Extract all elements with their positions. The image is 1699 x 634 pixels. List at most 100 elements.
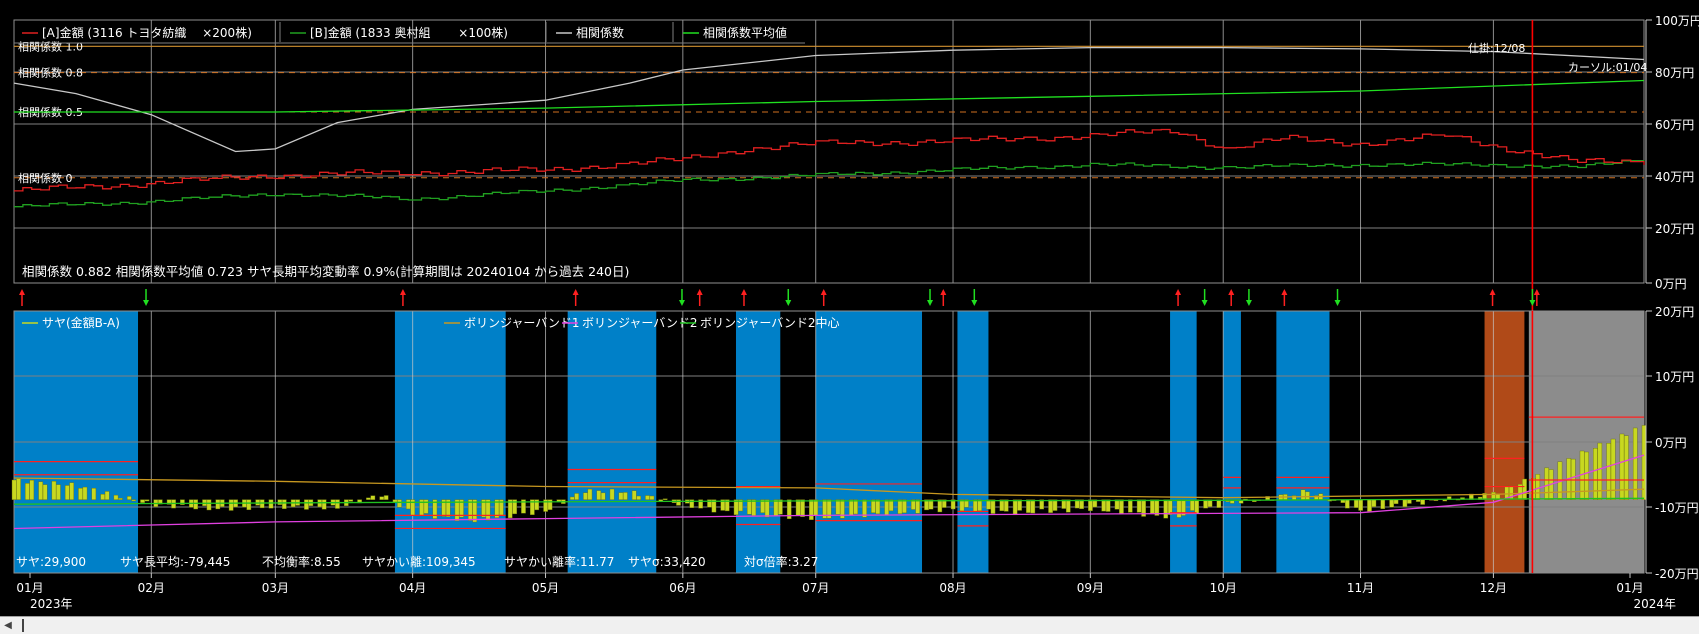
sell-signal-arrow-head <box>1281 289 1288 295</box>
spread-bar <box>534 499 540 511</box>
buy-signal-arrow-head <box>927 300 934 306</box>
bottom-legend-label: ボリンジャーバンド2 <box>582 316 698 330</box>
spread-bar <box>596 490 602 500</box>
series-b-line <box>14 160 1645 208</box>
spread-bar <box>636 495 641 500</box>
spread-bar <box>126 496 132 500</box>
spread-bar <box>494 499 500 518</box>
spread-bar <box>468 499 473 521</box>
scroll-left-arrow-icon[interactable]: ◀ <box>4 620 12 631</box>
spread-bar <box>1065 499 1071 513</box>
spread-bar <box>1584 451 1589 500</box>
spread-bar <box>941 499 947 508</box>
spread-bar <box>1119 499 1124 515</box>
x-tick-label: 08月 <box>939 581 966 595</box>
spread-bar <box>764 499 770 518</box>
spread-bar <box>902 499 907 514</box>
x-tick-label: 04月 <box>399 581 426 595</box>
spread-bar <box>206 499 212 511</box>
x-axis: 01月 02月 03月 04月 05月 06月 07月 08月 09月 10月 11月 12月 01月 2… <box>16 573 1676 611</box>
scroll-thumb[interactable] <box>22 619 24 632</box>
spread-bar <box>64 485 70 500</box>
spread-bar <box>140 499 145 503</box>
buy-signal-arrow-head <box>1201 300 1208 306</box>
spread-bar <box>1203 499 1208 509</box>
spread-bar <box>11 479 17 500</box>
spread-stat: サヤかい離:109,345 <box>362 555 476 569</box>
spread-bar <box>507 499 513 519</box>
x-tick-label: 06月 <box>669 581 696 595</box>
spread-bar <box>950 499 956 510</box>
spread-bar <box>131 499 136 502</box>
spread-bar <box>822 499 827 519</box>
spread-bar <box>432 499 438 519</box>
spread-bar <box>118 497 123 500</box>
spread-stat: 対σ倍率:3.27 <box>744 554 818 569</box>
spread-bar <box>304 499 309 510</box>
spread-bar <box>268 499 274 509</box>
spread-bar <box>1079 499 1084 510</box>
spread-bar <box>733 499 739 515</box>
spread-bar <box>1367 499 1372 512</box>
top-y-tick-label: 80万円 <box>1655 66 1694 80</box>
spread-bar <box>1017 499 1022 511</box>
spread-bar <box>1300 489 1306 500</box>
spread-bar <box>69 482 74 500</box>
spread-bar <box>1517 484 1523 500</box>
spread-bar <box>1061 499 1067 509</box>
spread-bar <box>1114 499 1120 510</box>
spread-bar <box>56 484 61 500</box>
bottom-y-tick-label: 0万円 <box>1655 436 1687 450</box>
sell-signal-arrow-head <box>1489 289 1496 295</box>
spread-bar <box>800 499 805 517</box>
spread-bar <box>485 499 491 521</box>
spread-bar <box>441 499 447 517</box>
spread-bar <box>277 499 283 505</box>
spread-bar <box>1154 499 1160 516</box>
spread-bar <box>1407 499 1412 504</box>
spread-bar <box>1176 499 1182 518</box>
top-y-tick-label: 60万円 <box>1655 118 1694 132</box>
spread-bar <box>1389 499 1394 508</box>
buy-signal-arrow-head <box>678 300 685 306</box>
top-y-tick-label: 40万円 <box>1655 170 1694 184</box>
spread-bar <box>778 499 783 515</box>
spread-bar <box>78 488 83 500</box>
correlation-average-line <box>14 79 1645 113</box>
spread-bar <box>623 492 628 500</box>
x-tick-label: 05月 <box>532 581 559 595</box>
spread-bar <box>29 479 35 500</box>
spread-bar <box>915 499 920 514</box>
bottom-spread-panel: サヤ(金額B-A) ボリンジャーバンド1 ボリンジャーバンド2 ボリンジャーバンド2中… <box>11 289 1699 581</box>
spread-bar <box>445 499 451 517</box>
spread-bar <box>1610 438 1616 500</box>
spread-bar <box>348 499 354 502</box>
spread-bar <box>972 499 978 512</box>
spread-bar <box>42 484 48 500</box>
bottom-y-tick-label: -10万円 <box>1655 501 1699 515</box>
spread-bar <box>16 478 21 500</box>
spread-bar <box>1380 499 1386 510</box>
spread-bar <box>104 491 110 500</box>
x-tick-label: 09月 <box>1077 581 1104 595</box>
spread-bar <box>82 486 88 500</box>
spread-stat: 不均衡率:8.55 <box>262 554 341 569</box>
spread-bar <box>1150 499 1155 514</box>
horizontal-scrollbar[interactable]: ◀ <box>0 616 1699 634</box>
spread-bar <box>964 499 969 508</box>
bottom-legend-label: ボリンジャーバンド2中心 <box>700 315 840 330</box>
spread-bar <box>1393 499 1399 504</box>
spread-bar <box>1105 499 1111 512</box>
spread-bar <box>1358 499 1363 511</box>
spread-bar <box>910 499 916 510</box>
cursor-annotation: カーソル:01/04 <box>1568 61 1647 74</box>
bottom-y-tick-label: 10万円 <box>1655 370 1694 384</box>
spread-bar <box>423 499 429 514</box>
spread-bar <box>875 499 881 515</box>
spread-bar <box>1167 499 1173 515</box>
x-tick-label: 02月 <box>138 581 165 595</box>
spread-bar <box>246 499 252 511</box>
spread-bar <box>1535 474 1541 500</box>
